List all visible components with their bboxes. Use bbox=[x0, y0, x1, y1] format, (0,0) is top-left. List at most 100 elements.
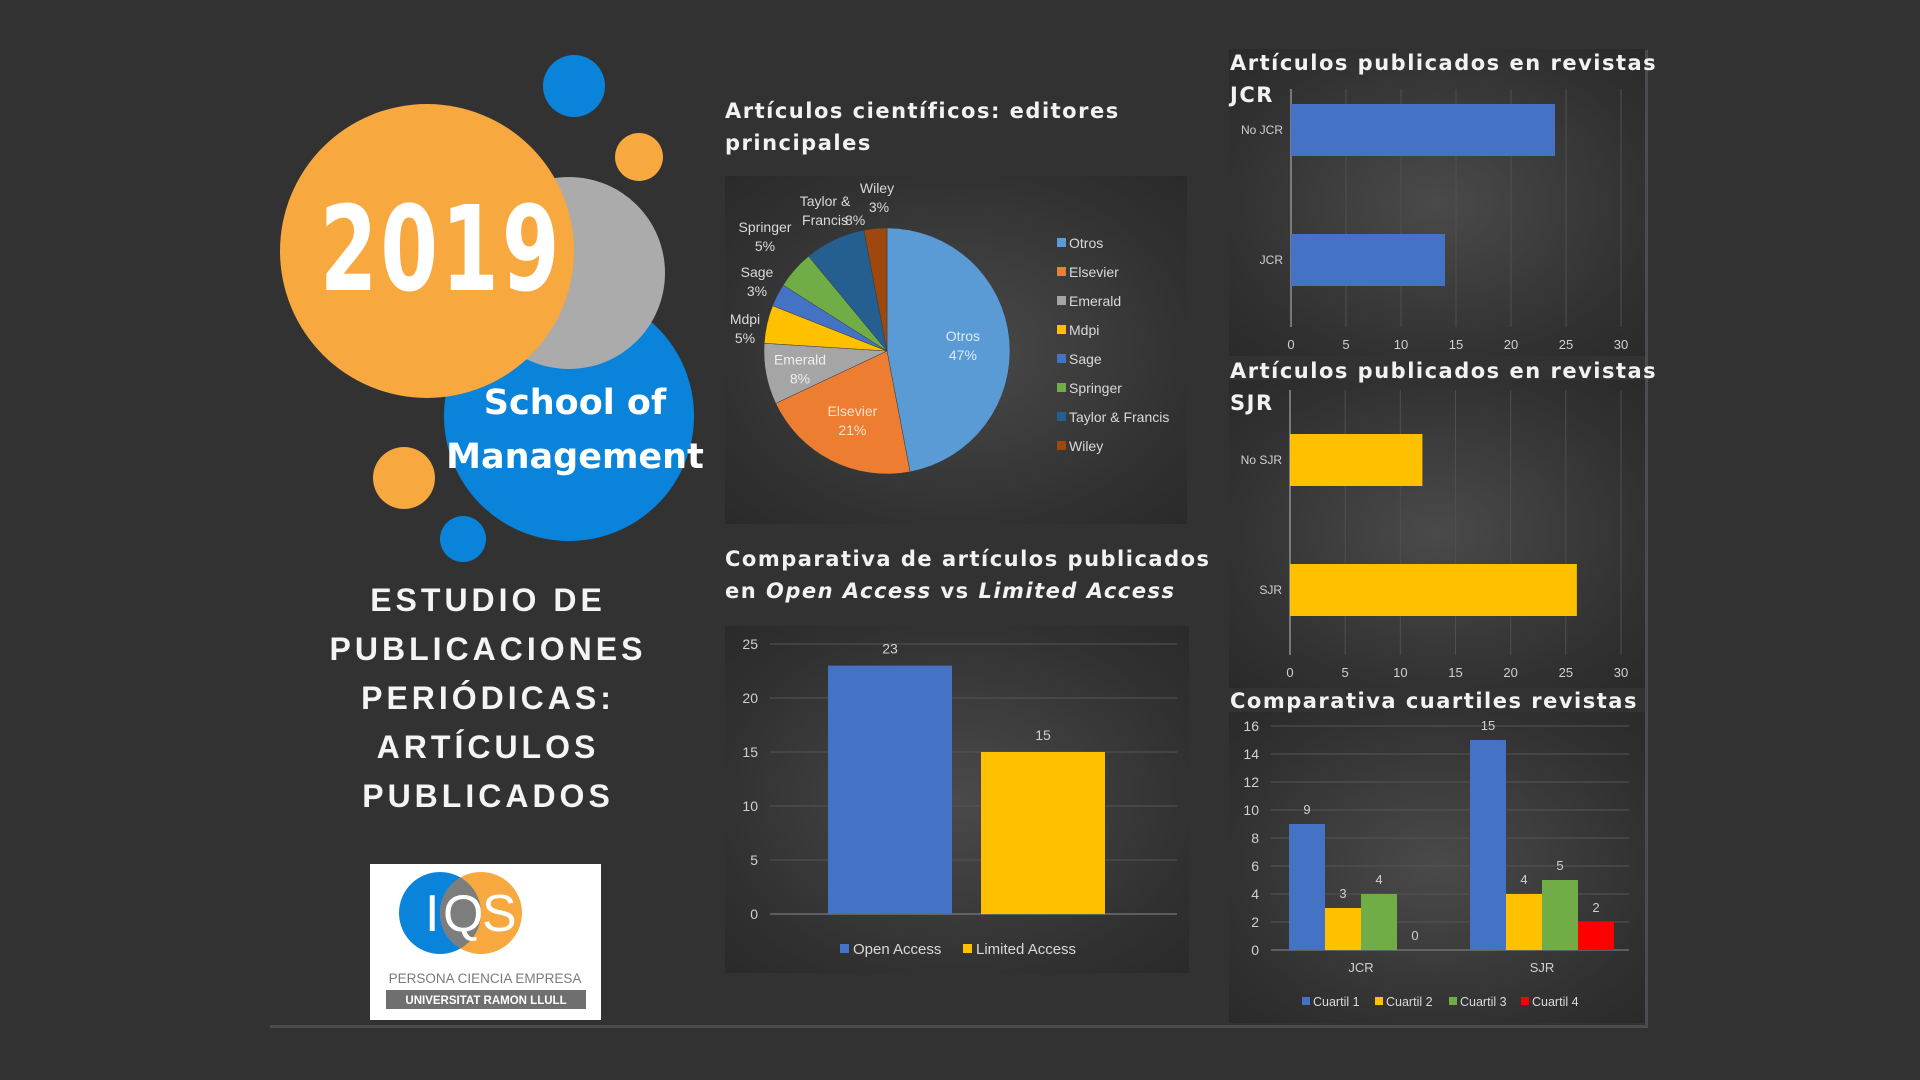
bar-cuartil-2-sjr bbox=[1506, 894, 1542, 950]
x-category-label: JCR bbox=[1348, 960, 1373, 975]
legend-swatch bbox=[1302, 997, 1310, 1005]
legend-label: Cuartil 4 bbox=[1532, 995, 1579, 1009]
logo-letter-i: I bbox=[425, 885, 439, 943]
legend-label: Open Access bbox=[853, 941, 941, 958]
pie-slice-otros bbox=[886, 227, 1011, 473]
pie-data-label-value: 47% bbox=[949, 347, 977, 363]
quartile-chart-panel: 0 2 4 6 8 10 12 14 16 9 3 4 0 JCR 15 4 5 2 SJR Cuartil 1 Cua… bbox=[1229, 710, 1645, 1023]
sjr-title-line-2: SJR bbox=[1230, 391, 1274, 415]
pie-title-line-2: principales bbox=[725, 131, 872, 155]
x-tick-label: 0 bbox=[1287, 337, 1294, 352]
y-category-label: No JCR bbox=[1241, 123, 1283, 137]
logo-letter-s: S bbox=[482, 885, 517, 943]
x-tick-label: 20 bbox=[1503, 665, 1517, 680]
pie-data-label-name: Otros bbox=[946, 328, 980, 344]
bar-data-label: 2 bbox=[1592, 900, 1599, 915]
pie-legend-swatch bbox=[1057, 383, 1066, 392]
pie-data-label-name: Mdpi bbox=[730, 311, 760, 327]
y-tick-label: 16 bbox=[1243, 718, 1259, 734]
bar-data-label: 4 bbox=[1520, 872, 1527, 887]
x-tick-label: 30 bbox=[1614, 337, 1628, 352]
decor-circle-orange-large bbox=[280, 104, 574, 398]
sjr-title: Artículos publicados en revistas SJR bbox=[1230, 355, 1657, 419]
quartile-title-backdrop bbox=[1229, 688, 1645, 712]
y-category-label: SJR bbox=[1259, 583, 1282, 597]
pie-data-label-value: 3% bbox=[869, 199, 889, 215]
pie-legend-swatch bbox=[1057, 325, 1066, 334]
pie-slice-elsevier bbox=[775, 350, 911, 475]
bar-cuartil-1-sjr bbox=[1470, 740, 1506, 950]
bar-data-label: 15 bbox=[1481, 718, 1495, 733]
x-tick-label: 20 bbox=[1504, 337, 1518, 352]
poster-frame bbox=[270, 50, 1648, 1028]
pie-data-label-name: Springer bbox=[739, 219, 792, 235]
legend-swatch bbox=[1521, 997, 1529, 1005]
x-tick-label: 10 bbox=[1393, 665, 1407, 680]
oa-title-text: en bbox=[725, 579, 767, 603]
y-tick-label: 12 bbox=[1243, 774, 1259, 790]
pie-data-label-value: 5% bbox=[735, 330, 755, 346]
oa-title-text: vs bbox=[931, 579, 979, 603]
decor-circle-orange-small-bottom bbox=[373, 447, 435, 509]
main-title-line: PUBLICACIONES bbox=[329, 631, 647, 667]
main-title-line: PERIÓDICAS: bbox=[361, 680, 615, 716]
x-tick-label: 5 bbox=[1342, 337, 1349, 352]
bar-cuartil-1-jcr bbox=[1289, 824, 1325, 950]
bar-data-label: 23 bbox=[882, 641, 898, 657]
main-title-line: PUBLICADOS bbox=[362, 778, 614, 814]
bar-no-jcr bbox=[1291, 104, 1555, 156]
y-tick-label: 0 bbox=[750, 906, 758, 922]
bar-limited-access bbox=[981, 752, 1105, 914]
pie-data-label-value: 21% bbox=[838, 422, 866, 438]
y-tick-label: 8 bbox=[1251, 830, 1259, 846]
oa-title: Comparativa de artículos publicados en O… bbox=[725, 543, 1211, 607]
bar-data-label: 3 bbox=[1339, 886, 1346, 901]
bar-data-label: 5 bbox=[1556, 858, 1563, 873]
school-line-2: Management bbox=[446, 437, 704, 477]
jcr-title-line-2: JCR bbox=[1230, 83, 1274, 107]
iqs-logo: I Q S PERSONA CIENCIA EMPRESA UNIVERSITA… bbox=[370, 864, 601, 1020]
legend-label: Cuartil 2 bbox=[1386, 995, 1433, 1009]
bar-no-sjr bbox=[1290, 434, 1423, 486]
y-tick-label: 25 bbox=[742, 636, 758, 652]
legend-label: Cuartil 1 bbox=[1313, 995, 1360, 1009]
year-label: 2019 bbox=[319, 180, 563, 318]
x-tick-label: 25 bbox=[1559, 665, 1573, 680]
legend-label: Cuartil 3 bbox=[1460, 995, 1507, 1009]
x-tick-label: 10 bbox=[1394, 337, 1408, 352]
pie-data-label-name: Francis bbox=[802, 212, 848, 228]
oa-title-open-access: Open Access bbox=[766, 579, 932, 603]
y-tick-label: 0 bbox=[1251, 942, 1259, 958]
pie-legend-swatch bbox=[1057, 441, 1066, 450]
legend-swatch bbox=[963, 944, 972, 953]
sjr-title-line-1: Artículos publicados en revistas bbox=[1230, 359, 1658, 383]
oa-chart-panel: 0 5 10 15 20 25 23 15 Open Access Limited Access bbox=[725, 626, 1189, 973]
pie-data-label-name: Wiley bbox=[860, 180, 894, 196]
quartile-title: Comparativa cuartiles revistas bbox=[1230, 689, 1638, 713]
y-tick-label: 6 bbox=[1251, 858, 1259, 874]
x-tick-label: 15 bbox=[1449, 337, 1463, 352]
logo-university-bar bbox=[386, 990, 586, 1009]
pie-data-label-name: Taylor & bbox=[800, 193, 851, 209]
pie-legend-label: Emerald bbox=[1069, 293, 1121, 309]
jcr-title-line-1: Artículos publicados en revistas bbox=[1230, 51, 1658, 75]
jcr-chart-panel: 0 5 10 15 20 25 30 No JCR JCR bbox=[1229, 49, 1645, 358]
decor-circle-blue-small-top bbox=[543, 55, 605, 117]
pie-legend-label: Otros bbox=[1069, 235, 1103, 251]
quartile-bar-chart: 0 2 4 6 8 10 12 14 16 9 3 4 0 JCR 15 4 5 2 SJR Cuartil 1 Cua… bbox=[1243, 718, 1629, 1009]
pie-legend-swatch bbox=[1057, 354, 1066, 363]
logo-letter-q: Q bbox=[443, 885, 483, 943]
x-tick-label: 5 bbox=[1342, 665, 1349, 680]
main-title: ESTUDIO DE PUBLICACIONES PERIÓDICAS: ART… bbox=[300, 576, 676, 821]
x-tick-label: 15 bbox=[1448, 665, 1462, 680]
pie-legend-swatch bbox=[1057, 267, 1066, 276]
pie-legend-swatch bbox=[1057, 412, 1066, 421]
bar-data-label: 0 bbox=[1411, 928, 1418, 943]
y-tick-label: 4 bbox=[1251, 886, 1259, 902]
sjr-title-backdrop bbox=[1229, 356, 1645, 380]
jcr-bar-chart: 0 5 10 15 20 25 30 No JCR JCR bbox=[1241, 89, 1628, 352]
school-label: School of Management bbox=[430, 376, 720, 484]
pie-legend-label: Wiley bbox=[1069, 438, 1103, 454]
pie-data-label-value: 3% bbox=[747, 283, 767, 299]
access-bar-chart: 0 5 10 15 20 25 23 15 Open Access Limited Access bbox=[742, 636, 1177, 958]
